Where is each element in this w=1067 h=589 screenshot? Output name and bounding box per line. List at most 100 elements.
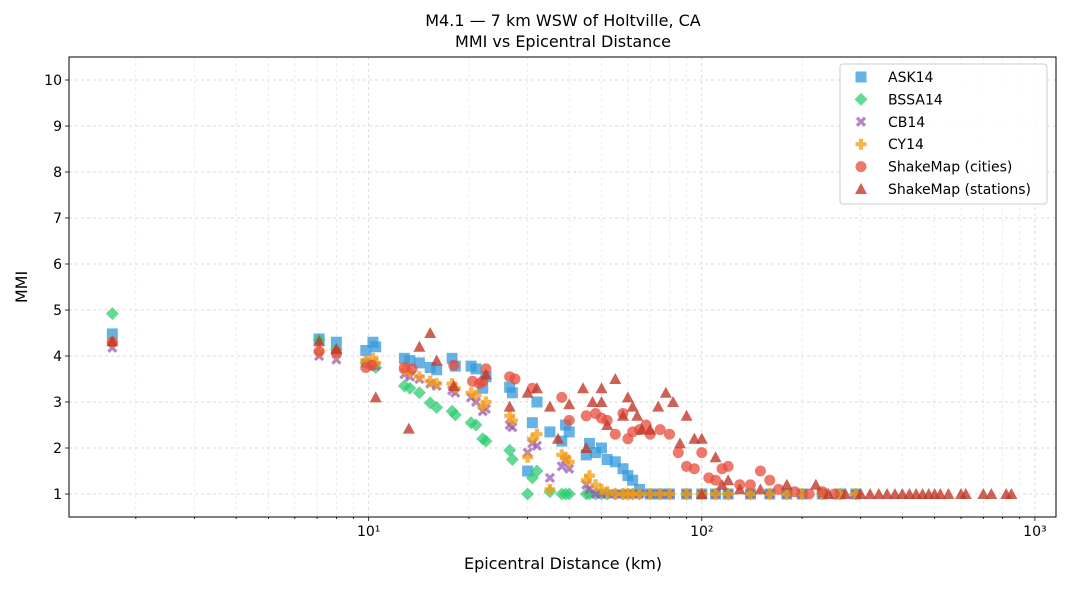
data-point [681,488,693,500]
data-point [635,423,648,435]
data-point [543,400,556,412]
data-point [424,362,436,373]
data-point [522,465,534,477]
data-point [695,488,708,499]
data-point [710,488,722,500]
data-point [601,419,614,430]
data-point [601,454,613,465]
data-point [544,483,556,495]
data-point [695,432,708,444]
data-point [412,386,426,400]
data-point [505,453,519,466]
data-point [839,488,852,499]
data-point [522,451,534,463]
data-point [521,386,534,398]
data-point [934,488,947,499]
data-point [590,447,602,459]
y-tick-label: 3 [53,395,62,411]
data-point [369,391,382,403]
data-point [424,375,436,387]
data-point [1005,488,1018,499]
data-point [580,449,592,461]
data-point [809,478,822,490]
data-point [563,398,576,410]
data-point [710,474,722,486]
data-point [470,363,482,375]
data-point [479,368,492,380]
data-point [448,408,462,422]
data-point [398,352,410,364]
data-point [360,344,372,356]
data-point [644,423,657,435]
y-tick-label: 9 [53,119,62,135]
chart-title: M4.1 — 7 km WSW of Holtville, CA [425,11,701,30]
data-point [985,488,998,499]
data-point [431,378,443,390]
data-point [563,456,575,468]
data-point [580,410,592,422]
x-tick-label: 10² [690,524,713,540]
legend-marker [855,161,867,173]
data-point [773,483,785,495]
data-point [627,474,639,486]
data-point [617,463,629,475]
y-tick-label: 7 [53,211,62,227]
data-point [659,386,672,398]
legend-label: ASK14 [888,70,934,86]
data-point [544,472,556,484]
y-axis-label: MMI [12,271,31,303]
chart-subtitle: MMI vs Epicentral Distance [455,32,671,51]
legend-label: CB14 [888,115,925,131]
data-point [803,488,815,500]
legend-label: CY14 [888,137,924,153]
y-tick-label: 1 [53,487,62,503]
data-point [667,396,680,407]
legend-label: ShakeMap (stations) [888,182,1031,198]
data-point [595,382,608,394]
data-point [556,391,568,403]
data-point [959,488,972,499]
y-tick-label: 8 [53,165,62,181]
data-point [551,432,564,444]
data-point [504,381,516,393]
data-point [430,354,443,366]
data-point [609,428,621,440]
legend-marker [855,71,867,83]
x-tick-label: 10¹ [357,524,380,540]
data-point [403,381,417,395]
data-point [664,488,676,500]
y-tick-label: 6 [53,257,62,273]
data-point [586,396,599,407]
data-point [696,447,708,459]
legend-marker [855,116,867,127]
data-point [652,400,665,412]
data-point [431,364,443,376]
data-point [479,434,493,448]
legend-marker [854,92,868,106]
data-point [854,488,867,499]
data-point [563,426,575,438]
data-point [105,307,119,321]
data-point [370,341,382,353]
data-point [503,400,516,412]
data-point [480,396,492,408]
data-point [424,327,437,338]
data-point [644,488,656,500]
data-point [754,483,767,495]
data-point [402,422,415,434]
grid [69,57,1056,517]
data-point [413,371,425,383]
data-point [709,451,722,463]
data-point [601,486,613,498]
data-point [526,417,538,429]
data-point [616,409,629,421]
data-point [531,396,543,408]
data-point [330,336,342,348]
legend-label: BSSA14 [888,92,943,108]
y-tick-label: 4 [53,349,62,365]
data-point [621,391,634,403]
data-point [631,409,644,421]
data-point [872,488,885,499]
data-point [106,335,119,347]
data-point [404,355,416,367]
